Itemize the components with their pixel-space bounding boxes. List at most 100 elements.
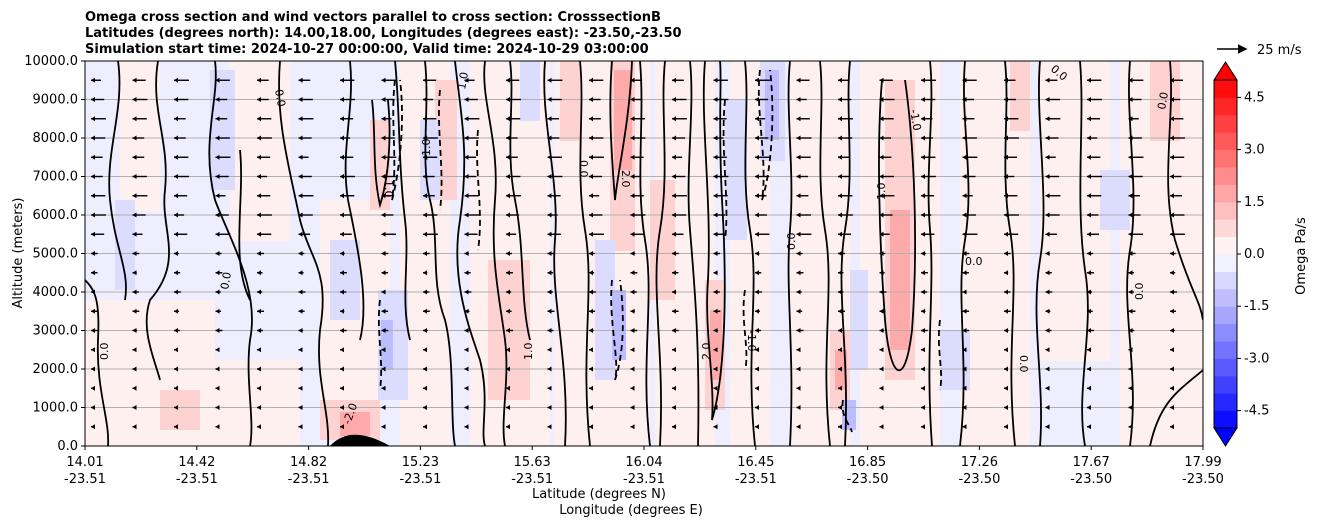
x-tick-label-lat: 14.01 bbox=[66, 455, 103, 470]
colorbar-segment bbox=[1214, 341, 1237, 359]
wind-arrow-head bbox=[962, 289, 967, 295]
wind-arrow-head bbox=[630, 270, 635, 276]
wind-arrow-head bbox=[215, 174, 220, 179]
wind-arrow-head bbox=[1170, 135, 1174, 141]
wind-arrow-head bbox=[215, 135, 220, 141]
wind-arrow-head bbox=[506, 97, 510, 102]
wind-arrow-head bbox=[298, 328, 303, 333]
wind-arrow-head bbox=[381, 366, 386, 372]
wind-arrow-head bbox=[589, 308, 593, 314]
wind-arrow-head bbox=[755, 308, 759, 314]
y-tick-label: 9000.0 bbox=[33, 93, 79, 108]
wind-arrow-head bbox=[174, 154, 178, 160]
wind-arrow-head bbox=[464, 424, 469, 430]
wind-arrow-head bbox=[1004, 116, 1008, 122]
wind-arrow-head bbox=[838, 308, 842, 314]
wind-arrow-head bbox=[340, 289, 344, 295]
wind-arrow-head bbox=[921, 154, 925, 160]
wind-arrow-head bbox=[506, 251, 510, 256]
wind-arrow-head bbox=[713, 366, 718, 372]
wind-arrow-head bbox=[257, 270, 261, 276]
wind-arrow-head bbox=[547, 231, 552, 237]
colorbar-tick-label: -4.5 bbox=[1244, 404, 1269, 419]
wind-arrow-head bbox=[215, 77, 220, 83]
wind-arrow-head bbox=[589, 231, 593, 237]
wind-arrow-head bbox=[547, 251, 552, 256]
wind-arrow-head bbox=[796, 231, 801, 237]
wind-arrow-head bbox=[423, 251, 427, 256]
wind-arrow-head bbox=[1004, 424, 1008, 430]
terrain bbox=[330, 434, 390, 446]
colorbar-segment bbox=[1214, 201, 1237, 220]
wind-arrow-head bbox=[962, 193, 967, 199]
wind-arrow-head bbox=[381, 347, 386, 353]
wind-arrow-head bbox=[796, 385, 801, 391]
wind-arrow-head bbox=[464, 328, 469, 333]
quiver-key-label: 25 m/s bbox=[1257, 43, 1302, 58]
wind-arrow-head bbox=[755, 251, 759, 256]
wind-arrow-head bbox=[1087, 97, 1091, 102]
wind-arrow-head bbox=[423, 77, 427, 83]
colorbar-segment bbox=[1214, 149, 1237, 168]
wind-arrow-head bbox=[1004, 135, 1008, 141]
wind-arrow-head bbox=[962, 135, 967, 141]
wind-arrow-head bbox=[340, 308, 344, 314]
wind-arrow-head bbox=[1045, 328, 1050, 333]
wind-arrow-head bbox=[215, 231, 220, 237]
y-tick-label: 3000.0 bbox=[33, 324, 79, 339]
wind-arrow-head bbox=[1004, 193, 1008, 199]
wind-arrow-head bbox=[91, 347, 95, 353]
wind-arrow-head bbox=[547, 347, 552, 353]
wind-arrow-head bbox=[381, 289, 386, 295]
wind-arrow-head bbox=[1087, 193, 1091, 199]
wind-arrow-head bbox=[547, 116, 552, 122]
wind-arrow-head bbox=[1045, 135, 1050, 141]
wind-arrow-head bbox=[1087, 77, 1091, 83]
wind-arrow-head bbox=[381, 308, 386, 314]
wind-arrow-head bbox=[464, 212, 469, 218]
wind-arrow-head bbox=[423, 424, 427, 430]
wind-arrow-head bbox=[91, 405, 95, 410]
wind-arrow-head bbox=[506, 77, 510, 83]
wind-arrow-head bbox=[91, 270, 95, 276]
wind-arrow-head bbox=[298, 405, 303, 410]
colorbar-segment bbox=[1214, 358, 1237, 377]
wind-arrow-head bbox=[298, 424, 303, 430]
x-tick-label-lat: 17.67 bbox=[1073, 455, 1110, 470]
wind-arrow-head bbox=[1004, 366, 1008, 372]
wind-arrow-head bbox=[1004, 174, 1008, 179]
wind-arrow-head bbox=[589, 116, 593, 122]
wind-arrow-head bbox=[132, 174, 137, 179]
wind-arrow-head bbox=[298, 251, 303, 256]
wind-arrow-head bbox=[298, 135, 303, 141]
contour-label: 0.0 bbox=[98, 343, 111, 361]
colorbar-segment bbox=[1214, 323, 1237, 342]
wind-arrow-head bbox=[257, 212, 261, 218]
wind-arrow-head bbox=[506, 231, 510, 237]
wind-arrow-head bbox=[755, 174, 759, 179]
wind-arrow-head bbox=[215, 289, 220, 295]
wind-arrow-head bbox=[547, 270, 552, 276]
wind-arrow-head bbox=[132, 97, 137, 102]
wind-arrow-head bbox=[921, 385, 925, 391]
wind-arrow-head bbox=[132, 328, 137, 333]
omega-negative-contours bbox=[377, 69, 943, 433]
x-tick-label-lat: 15.23 bbox=[402, 455, 439, 470]
wind-arrow-head bbox=[630, 154, 635, 160]
colorbar-segment bbox=[1214, 236, 1237, 255]
wind-arrow-head bbox=[755, 366, 759, 372]
wind-arrow-head bbox=[340, 405, 344, 410]
wind-arrow-head bbox=[1170, 385, 1174, 391]
wind-arrow-head bbox=[713, 308, 718, 314]
wind-arrow-head bbox=[1170, 251, 1174, 256]
wind-arrow-head bbox=[962, 116, 967, 122]
wind-arrow-head bbox=[381, 270, 386, 276]
wind-arrow-head bbox=[257, 193, 261, 199]
wind-arrow-head bbox=[91, 135, 95, 141]
wind-arrow-head bbox=[547, 424, 552, 430]
x-tick-label-lon: -23.51 bbox=[64, 472, 106, 487]
wind-arrow-head bbox=[672, 231, 676, 237]
quiver-key: 25 m/s bbox=[1217, 43, 1302, 58]
wind-arrow-head bbox=[1087, 135, 1091, 141]
wind-arrow-head bbox=[879, 154, 884, 160]
